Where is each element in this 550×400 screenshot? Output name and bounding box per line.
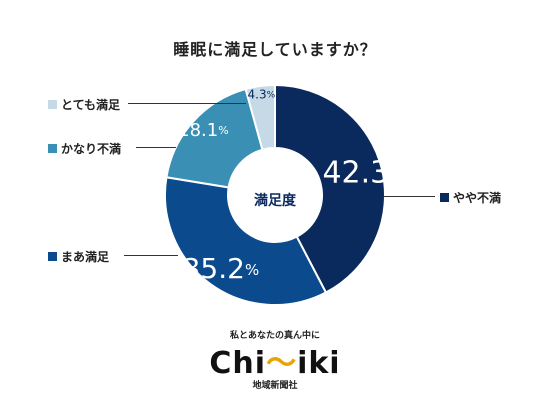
leader-line: [383, 196, 435, 197]
leader-line: [128, 103, 246, 104]
slice-1: [164, 176, 328, 306]
legend-swatch: [48, 144, 57, 153]
slice-value-label-2: 18.1%: [178, 120, 229, 141]
legend-item-kanari-fuman: かなり不満: [48, 140, 121, 157]
slice-value-label-0: 42.3%: [322, 155, 404, 190]
legend-item-maa-manzoku: まあ満足: [48, 248, 109, 265]
center-label: 満足度: [254, 192, 297, 209]
chart-title: 睡眠に満足していますか？: [173, 40, 377, 59]
legend-item-yaya-fuman: やや不満: [440, 189, 501, 206]
chiiki-logo: Chi～iki: [0, 338, 550, 382]
leader-line: [136, 147, 176, 148]
slice-3: [244, 83, 276, 151]
leader-line: [124, 255, 178, 256]
logo-word-prefix: Chi: [209, 346, 267, 381]
legend-swatch: [48, 252, 57, 261]
legend-swatch: [440, 193, 449, 202]
logo-tagline: 私とあなたの真ん中に: [229, 331, 320, 341]
slice-2: [165, 87, 264, 189]
legend-item-totemo-manzoku: とても満足: [48, 96, 120, 113]
slice-0: [274, 83, 386, 294]
slice-value-label-3: 4.3%: [248, 87, 276, 101]
logo-word-suffix: iki: [297, 346, 341, 381]
logo-word-accent: ～: [266, 346, 298, 381]
legend-label: とても満足: [61, 98, 121, 112]
legend-label: かなり不満: [61, 142, 122, 156]
legend-label: やや不満: [453, 191, 502, 205]
legend-swatch: [48, 100, 57, 109]
logo-subtitle: 地域新聞社: [252, 381, 298, 391]
legend-label: まあ満足: [61, 250, 110, 264]
slice-value-label-1: 35.2%: [183, 252, 260, 285]
